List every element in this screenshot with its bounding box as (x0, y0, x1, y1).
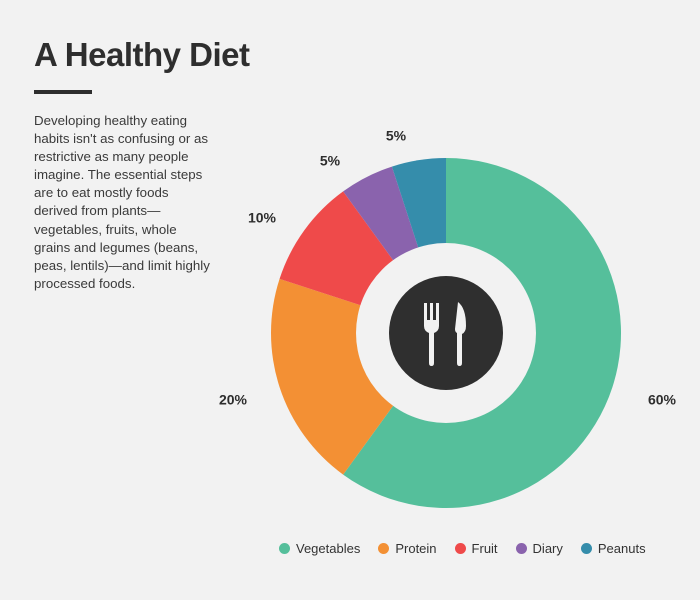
legend-label: Diary (532, 541, 563, 556)
data-label: 10% (248, 210, 277, 226)
legend-item: Vegetables (279, 541, 360, 556)
legend-label: Vegetables (296, 541, 361, 556)
fork-knife-icon (389, 276, 503, 390)
legend-item: Fruit (454, 541, 498, 556)
legend-swatch (378, 543, 390, 554)
page-title: A Healthy Diet (34, 36, 250, 73)
legend-label: Fruit (471, 541, 498, 556)
legend-swatch (580, 543, 592, 554)
data-label: 20% (219, 392, 248, 408)
legend-label: Peanuts (597, 541, 646, 556)
legend-label: Protein (395, 541, 437, 556)
data-label: 5% (386, 128, 407, 144)
legend-swatch (454, 543, 466, 554)
description: Developing healthy eating habits isn't a… (34, 113, 210, 291)
title-underline (34, 90, 92, 94)
legend-swatch (279, 543, 290, 554)
legend-item: Protein (378, 541, 437, 556)
data-label: 60% (648, 392, 677, 408)
legend-item: Diary (515, 541, 563, 556)
legend-swatch (515, 543, 527, 554)
legend-item: Peanuts (580, 541, 646, 556)
data-label: 5% (320, 153, 341, 169)
legend: Vegetables Protein Fruit Diary Peanuts (279, 541, 646, 556)
